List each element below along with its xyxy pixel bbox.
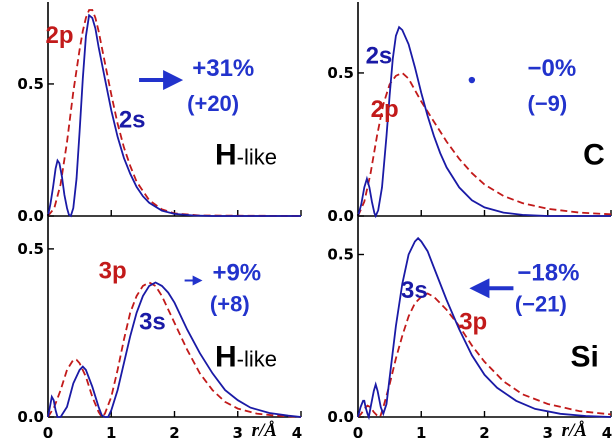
y-tick-label: 0.5 [327,64,354,82]
series-label-dashed: 3p [459,308,487,335]
element-suffix: -like [237,145,277,170]
series-line-solid [357,25,611,219]
panel-top-right: 0.0 0.5 2s 2p −0% (−9) C [327,2,612,225]
x-tick-label: 3 [233,424,243,442]
dot-icon [468,76,476,84]
element-suffix: -like [237,346,277,371]
series-line-dashed [357,71,612,217]
series-label-dashed: 3p [99,258,127,285]
percent-change-label: +9% [212,260,261,287]
paren-value-label: (−21) [515,292,567,317]
x-tick-label: 4 [602,424,612,442]
element-label: C [583,139,605,172]
percent-change-label: −18% [517,260,579,287]
y-tick-label: 0.5 [327,246,354,264]
x-tick-label: 0 [353,424,363,442]
x-axis-title: r/Å [252,420,277,441]
element-symbol: H [215,340,237,373]
x-tick-label: 4 [292,424,302,442]
panel-top-left: 0.0 0.5 2s 2p +31% (+20) H-like [17,2,302,225]
element-symbol: C [583,139,605,172]
x-tick-label: 2 [479,424,489,442]
x-tick-label: 0 [43,424,53,442]
paren-value-label: (−9) [528,91,568,116]
panel-bottom-right: 0.0 0.5 0 1 2 3 4 r/Å 3s 3p −18% (−21)Si [327,214,612,442]
x-tick-label: 3 [543,424,553,442]
element-label: H-like [215,139,277,172]
y-tick-label: 0.5 [17,75,44,93]
x-tick-label: 1 [416,424,426,442]
series-label-solid: 2s [366,43,393,70]
x-axis-title: r/Å [562,420,587,441]
series-line-solid [357,236,612,421]
y-tick-label: 0.0 [17,207,44,225]
panel-bottom-left: 0.0 0.5 0 1 2 3 4 r/Å 3s 3p +9% (+8) H-like [17,214,302,442]
series-line-solid [47,281,302,418]
paren-value-label: (+20) [187,91,239,116]
element-symbol: Si [571,340,599,373]
series-label-dashed: 2p [371,96,399,123]
series-label-solid: 3s [401,277,428,304]
series-label-solid: 3s [139,308,166,335]
y-tick-label: 0.0 [17,408,44,426]
x-tick-label: 1 [106,424,116,442]
y-tick-label: 0.0 [327,207,354,225]
series-line-dashed [47,9,302,217]
y-tick-label: 0.5 [17,240,44,258]
element-label: H-like [215,340,277,373]
series-line-dashed [357,292,612,419]
series-label-solid: 2s [119,106,146,133]
element-symbol: H [215,139,237,172]
series-line-dashed [47,281,302,419]
y-tick-label: 0.0 [327,408,354,426]
element-label: Si [571,340,599,373]
x-tick-label: 2 [169,424,179,442]
series-line-solid [47,13,301,218]
percent-change-label: −0% [528,55,577,82]
paren-value-label: (+8) [210,292,250,317]
series-label-dashed: 2p [45,22,73,49]
percent-change-label: +31% [192,55,254,82]
